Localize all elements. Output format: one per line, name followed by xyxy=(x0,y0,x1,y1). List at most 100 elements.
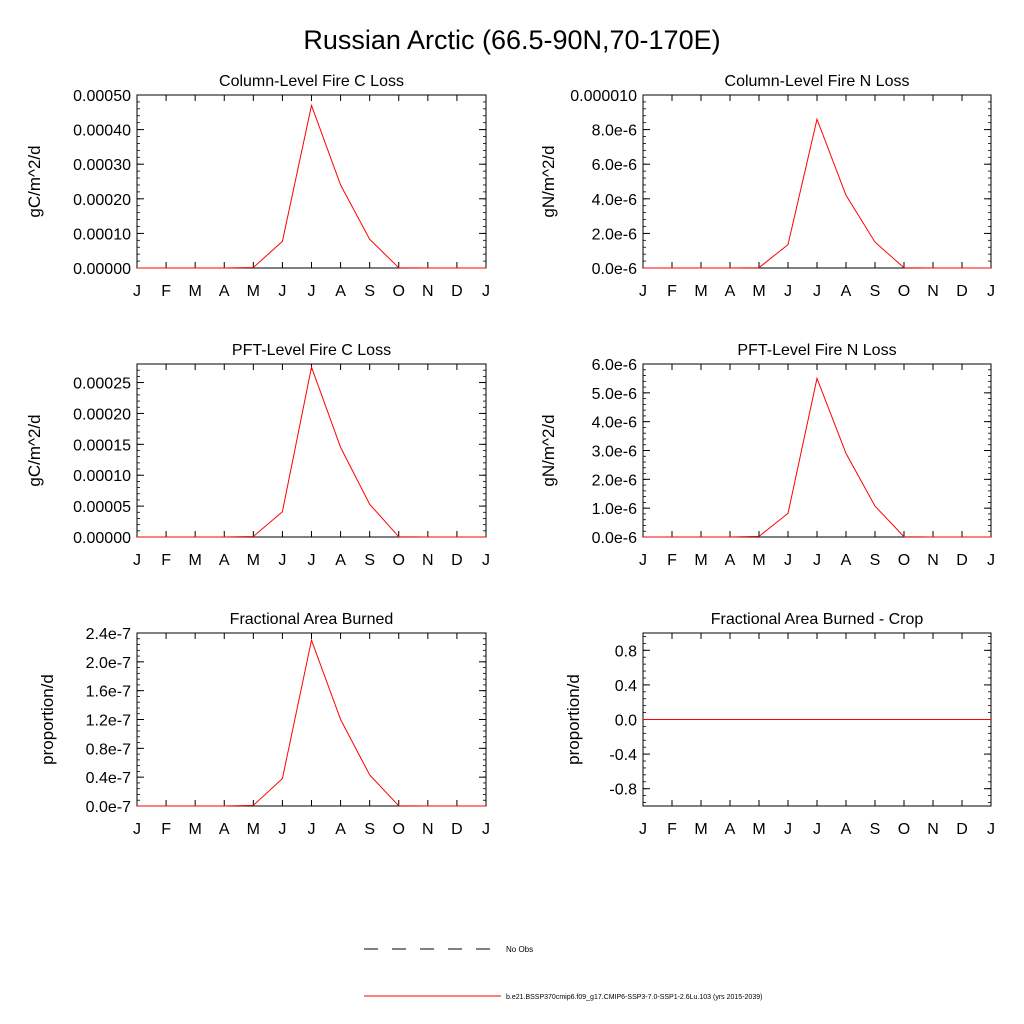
x-tick-label: J xyxy=(987,283,995,300)
x-tick-label: M xyxy=(189,821,202,838)
y-tick-label: 0.00015 xyxy=(73,437,131,454)
x-tick-label: J xyxy=(482,283,490,300)
y-tick-label: 1.2e-7 xyxy=(86,713,131,730)
figure-title: Russian Arctic (66.5-90N,70-170E) xyxy=(303,25,720,55)
y-tick-label: 0.00010 xyxy=(73,226,131,243)
x-tick-label: N xyxy=(422,821,434,838)
panel-title: PFT-Level Fire N Loss xyxy=(737,342,896,359)
y-axis-label: gN/m^2/d xyxy=(539,145,558,217)
x-tick-label: F xyxy=(161,821,171,838)
x-tick-label: A xyxy=(841,821,852,838)
x-tick-label: J xyxy=(482,821,490,838)
x-tick-label: A xyxy=(335,821,346,838)
x-tick-label: D xyxy=(956,552,968,569)
y-tick-label: 0.8 xyxy=(615,643,637,660)
x-tick-label: A xyxy=(335,283,346,300)
y-tick-label: 3.0e-6 xyxy=(592,444,637,461)
x-tick-label: M xyxy=(694,283,707,300)
x-tick-label: J xyxy=(813,821,821,838)
y-tick-label: 4.0e-6 xyxy=(592,415,637,432)
y-tick-label: 4.0e-6 xyxy=(592,192,637,209)
panel-title: Column-Level Fire C Loss xyxy=(219,73,404,90)
y-tick-label: 0.00020 xyxy=(73,192,131,209)
x-tick-label: D xyxy=(451,552,463,569)
x-tick-label: J xyxy=(308,552,316,569)
x-tick-label: J xyxy=(278,283,286,300)
y-tick-label: 0.0e-6 xyxy=(592,530,637,547)
plot-frame xyxy=(642,363,992,538)
x-tick-label: A xyxy=(725,552,736,569)
x-tick-label: J xyxy=(784,552,792,569)
series-line xyxy=(137,103,486,269)
y-tick-label: 0.00005 xyxy=(73,499,131,516)
panel-title: PFT-Level Fire C Loss xyxy=(232,342,391,359)
plot-frame xyxy=(136,632,487,807)
x-tick-label: M xyxy=(752,821,765,838)
x-tick-label: N xyxy=(422,283,434,300)
x-tick-label: S xyxy=(364,283,375,300)
x-tick-label: J xyxy=(987,552,995,569)
x-tick-label: J xyxy=(639,283,647,300)
x-tick-label: F xyxy=(667,552,677,569)
y-tick-label: 0.4e-7 xyxy=(86,770,131,787)
x-tick-label: J xyxy=(133,283,141,300)
x-tick-label: A xyxy=(335,552,346,569)
x-tick-label: A xyxy=(841,552,852,569)
x-tick-label: S xyxy=(870,552,881,569)
legend-model-label: b.e21.BSSP370cmip6.f09_g17.CMIP6-SSP3-7.… xyxy=(506,994,762,1001)
x-tick-label: S xyxy=(870,283,881,300)
y-tick-label: 0.00010 xyxy=(73,468,131,485)
x-tick-label: A xyxy=(219,821,230,838)
y-tick-label: 0.0e-6 xyxy=(592,261,637,278)
x-tick-label: F xyxy=(161,552,171,569)
x-tick-label: M xyxy=(189,283,202,300)
series-line xyxy=(137,365,486,538)
x-tick-label: O xyxy=(393,552,405,569)
y-tick-label: 5.0e-6 xyxy=(592,386,637,403)
x-tick-label: F xyxy=(667,821,677,838)
x-tick-label: J xyxy=(813,552,821,569)
x-tick-label: S xyxy=(364,552,375,569)
y-tick-label: 0.00000 xyxy=(73,530,131,547)
y-tick-label: 2.0e-6 xyxy=(592,226,637,243)
x-tick-label: A xyxy=(841,283,852,300)
y-tick-label: 0.00050 xyxy=(73,88,131,105)
x-tick-label: S xyxy=(364,821,375,838)
x-tick-label: J xyxy=(308,821,316,838)
x-tick-label: J xyxy=(278,821,286,838)
x-tick-label: A xyxy=(725,283,736,300)
x-tick-label: D xyxy=(956,283,968,300)
y-tick-label: 0.00000 xyxy=(73,261,131,278)
x-tick-label: J xyxy=(784,821,792,838)
x-tick-label: N xyxy=(927,283,939,300)
y-axis-label: proportion/d xyxy=(564,674,583,765)
y-tick-label: 1.6e-7 xyxy=(86,684,131,701)
x-tick-label: S xyxy=(870,821,881,838)
plot-frame xyxy=(136,363,487,538)
x-tick-label: M xyxy=(247,552,260,569)
legend: No Obs b.e21.BSSP370cmip6.f09_g17.CMIP6-… xyxy=(364,945,762,1001)
x-tick-label: J xyxy=(639,821,647,838)
x-tick-label: J xyxy=(308,283,316,300)
y-tick-label: 0.00020 xyxy=(73,406,131,423)
y-tick-label: 0.8e-7 xyxy=(86,741,131,758)
plot-frame xyxy=(136,94,487,269)
x-tick-label: J xyxy=(813,283,821,300)
y-tick-label: 0.0e-7 xyxy=(86,799,131,816)
x-tick-label: A xyxy=(219,552,230,569)
x-tick-label: D xyxy=(956,821,968,838)
y-tick-label: 8.0e-6 xyxy=(592,123,637,140)
x-tick-label: J xyxy=(784,283,792,300)
x-tick-label: M xyxy=(752,552,765,569)
x-tick-label: M xyxy=(694,552,707,569)
panel-title: Fractional Area Burned xyxy=(230,611,394,628)
y-tick-label: 6.0e-6 xyxy=(592,157,637,174)
y-tick-label: -0.8 xyxy=(609,782,637,799)
x-tick-label: D xyxy=(451,283,463,300)
x-tick-label: O xyxy=(393,283,405,300)
y-tick-label: 0.000010 xyxy=(570,88,637,105)
